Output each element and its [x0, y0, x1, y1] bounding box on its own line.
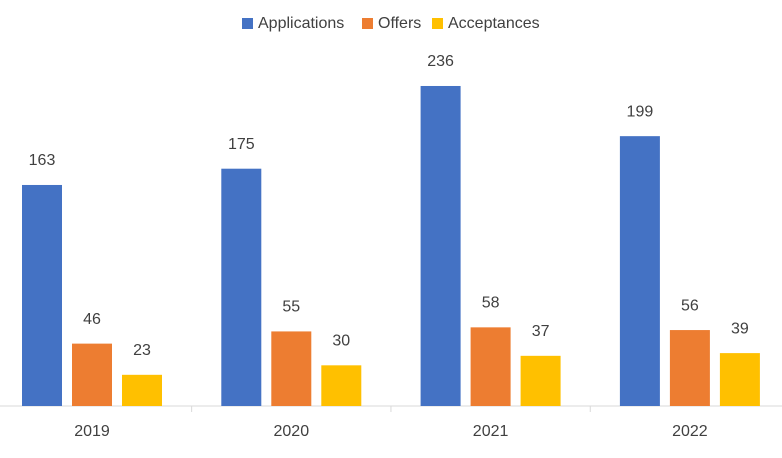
- bar: [719, 353, 760, 406]
- x-tick-label: 2019: [74, 423, 110, 440]
- value-label: 23: [133, 342, 151, 359]
- value-label: 175: [228, 136, 255, 153]
- legend-label: Acceptances: [448, 15, 540, 32]
- value-label: 56: [681, 297, 699, 314]
- bar: [669, 330, 710, 406]
- x-tick-label: 2020: [274, 423, 310, 440]
- bar: [321, 365, 362, 406]
- x-tick-label: 2022: [672, 423, 708, 440]
- bar: [520, 355, 561, 406]
- bar: [619, 136, 660, 406]
- value-label: 199: [627, 103, 654, 120]
- x-tick-label: 2021: [473, 423, 509, 440]
- value-label: 55: [282, 299, 300, 316]
- bar: [271, 331, 312, 406]
- bar: [122, 374, 162, 406]
- value-label: 58: [482, 295, 500, 312]
- bar: [221, 168, 262, 406]
- legend-swatch: [432, 18, 443, 29]
- legend-swatch: [242, 18, 253, 29]
- value-label: 30: [332, 333, 350, 350]
- legend-swatch: [362, 18, 373, 29]
- value-label: 46: [83, 311, 101, 328]
- bar: [420, 85, 461, 406]
- legend-label: Offers: [378, 15, 421, 32]
- bar: [72, 343, 112, 406]
- value-label: 39: [731, 320, 749, 337]
- value-label: 37: [532, 323, 550, 340]
- value-label: 236: [427, 53, 454, 70]
- legend-label: Applications: [258, 15, 344, 32]
- bar: [22, 184, 62, 406]
- value-label: 163: [29, 152, 56, 169]
- bar: [470, 327, 511, 406]
